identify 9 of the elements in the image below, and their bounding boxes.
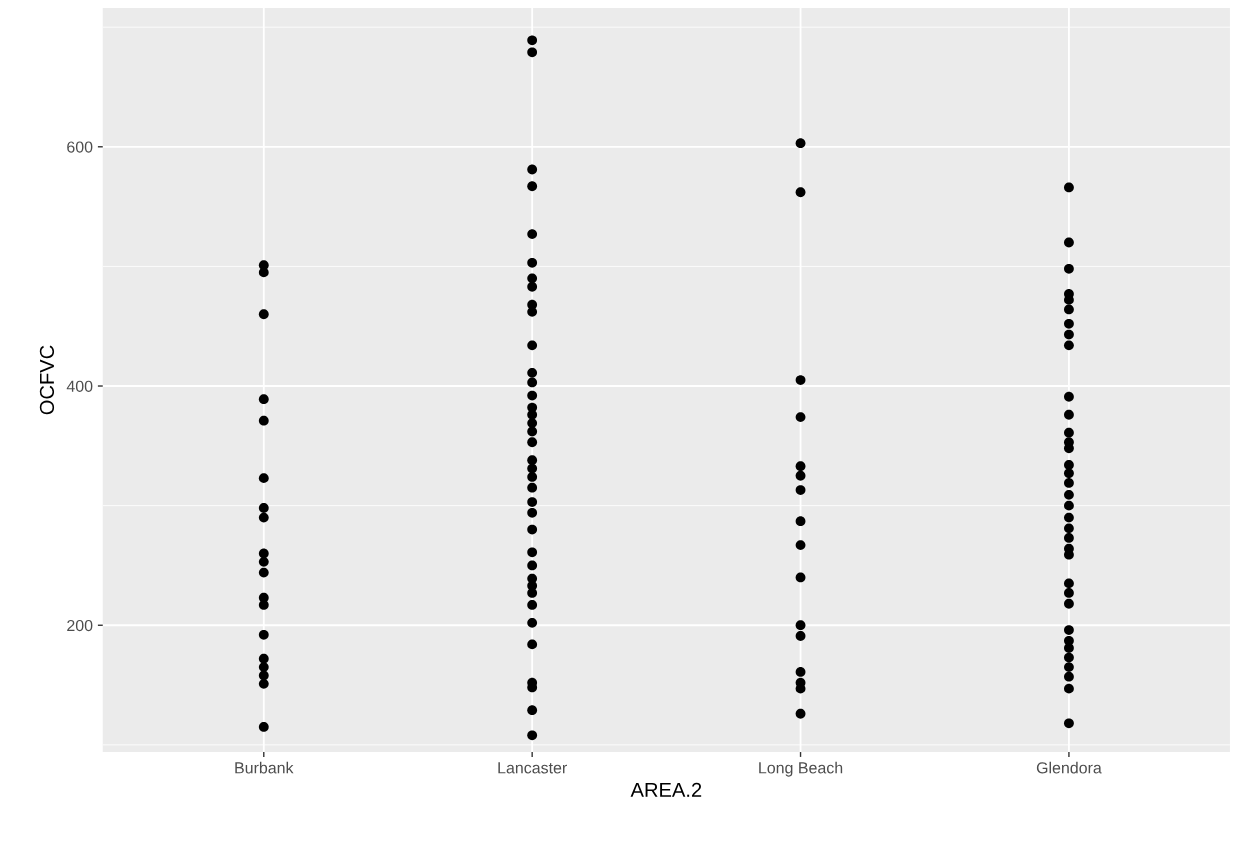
x-tick-label: Burbank bbox=[235, 761, 294, 774]
y-tick-label: 200 bbox=[67, 619, 93, 632]
x-tick-label: Glendora bbox=[1036, 761, 1102, 774]
x-tick-label: Long Beach bbox=[759, 761, 843, 777]
y-axis-title: OCFVC bbox=[39, 345, 55, 415]
x-tick-label: Lancaster bbox=[498, 762, 567, 774]
y-tick-label: 600 bbox=[67, 141, 93, 153]
y-tick-label: 400 bbox=[66, 380, 93, 392]
x-axis-title: AREA.2 bbox=[630, 782, 702, 797]
